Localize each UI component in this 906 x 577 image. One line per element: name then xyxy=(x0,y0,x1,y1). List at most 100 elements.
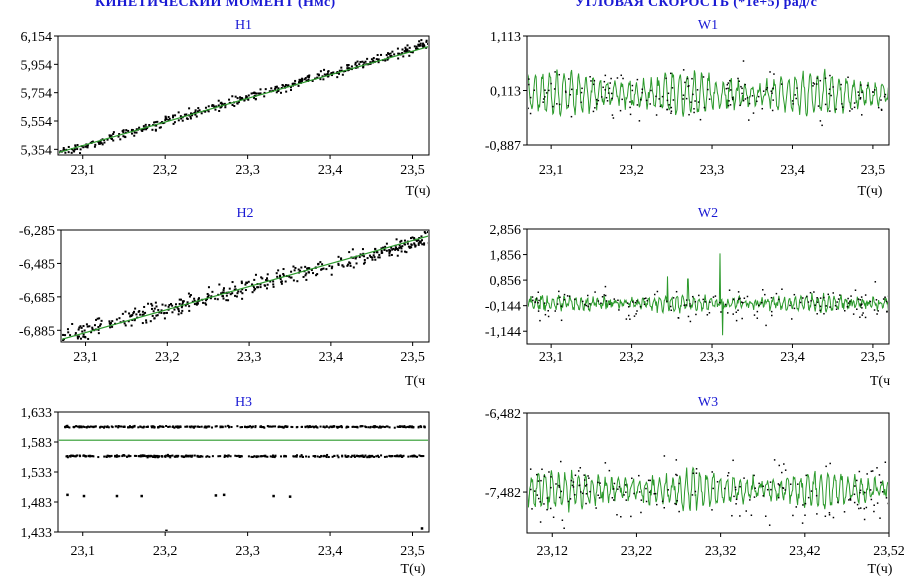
data-point xyxy=(74,332,77,335)
data-point xyxy=(340,426,343,429)
data-point xyxy=(758,482,760,485)
data-point xyxy=(72,149,75,152)
data-point xyxy=(421,243,424,246)
data-point xyxy=(737,309,739,311)
data-point xyxy=(649,479,651,482)
data-point xyxy=(857,298,860,300)
data-point xyxy=(374,248,377,251)
data-point xyxy=(610,77,612,80)
data-point xyxy=(825,305,827,307)
x-tick-label: 23,3 xyxy=(235,163,260,178)
data-point xyxy=(336,71,339,74)
data-point xyxy=(861,114,863,116)
data-point xyxy=(209,297,212,300)
data-point xyxy=(151,128,154,131)
data-point xyxy=(133,134,136,137)
data-point xyxy=(835,308,838,310)
plot-frame xyxy=(526,35,890,146)
data-point xyxy=(210,295,213,298)
data-point xyxy=(309,425,312,428)
data-point xyxy=(543,503,545,505)
data-point xyxy=(272,425,275,428)
data-point xyxy=(686,77,689,80)
data-point xyxy=(735,319,738,322)
data-point xyxy=(561,519,564,521)
data-point xyxy=(266,425,269,428)
data-point xyxy=(665,77,667,80)
data-point xyxy=(214,494,218,497)
y-tick-label: 5,754 xyxy=(21,87,53,102)
data-point xyxy=(873,309,876,311)
data-point xyxy=(887,502,888,505)
data-point xyxy=(63,148,66,151)
data-point xyxy=(221,291,224,294)
data-point xyxy=(632,301,634,303)
data-point xyxy=(859,98,862,100)
data-point xyxy=(177,454,180,457)
data-point xyxy=(588,477,590,479)
data-point xyxy=(98,142,101,145)
data-point xyxy=(692,472,695,475)
data-point xyxy=(316,426,319,429)
data-point xyxy=(556,303,559,305)
data-point xyxy=(175,303,178,306)
data-point xyxy=(618,486,621,488)
data-point xyxy=(165,425,168,428)
data-point xyxy=(372,57,375,60)
data-point xyxy=(172,114,175,117)
data-point xyxy=(388,252,391,255)
data-point xyxy=(550,82,552,85)
data-point xyxy=(259,88,262,91)
data-point xyxy=(260,426,263,429)
data-point xyxy=(875,299,878,301)
data-point xyxy=(266,273,269,276)
data-point xyxy=(305,455,308,458)
data-point xyxy=(684,81,686,84)
data-point xyxy=(878,474,881,476)
data-point xyxy=(799,301,802,304)
data-point xyxy=(274,87,277,90)
data-point xyxy=(346,67,349,70)
data-point xyxy=(380,251,383,254)
data-point xyxy=(261,277,264,280)
y-tick-label: -6,285 xyxy=(19,224,55,239)
plot-frame xyxy=(526,412,890,534)
data-point xyxy=(207,286,210,289)
data-point xyxy=(735,498,738,501)
data-point xyxy=(612,117,615,119)
data-point xyxy=(122,135,125,138)
data-point xyxy=(797,483,799,485)
data-point xyxy=(693,108,695,110)
data-point xyxy=(848,499,850,501)
data-point xyxy=(397,52,400,55)
data-point xyxy=(795,506,798,508)
data-point xyxy=(775,292,778,295)
data-point xyxy=(177,111,180,114)
data-point xyxy=(683,304,685,307)
data-point xyxy=(782,487,785,489)
data-point xyxy=(366,257,369,260)
data-point xyxy=(734,488,737,491)
data-point xyxy=(658,98,660,100)
data-point xyxy=(292,455,295,458)
series-line xyxy=(528,253,888,336)
data-point xyxy=(597,481,599,484)
y-tick-label: 1,483 xyxy=(21,496,53,511)
data-point xyxy=(804,502,807,505)
data-point xyxy=(167,455,170,458)
data-point xyxy=(639,305,642,308)
data-point xyxy=(235,455,238,458)
data-point xyxy=(847,76,849,79)
data-point xyxy=(347,455,350,458)
data-point xyxy=(423,425,426,428)
data-point xyxy=(621,98,623,101)
data-point xyxy=(211,290,214,293)
data-point xyxy=(731,96,734,99)
data-point xyxy=(298,81,301,84)
data-point xyxy=(353,455,356,458)
data-point xyxy=(884,296,886,298)
data-point xyxy=(857,91,859,93)
data-point xyxy=(336,76,339,79)
data-point xyxy=(280,281,283,284)
data-point xyxy=(194,109,197,112)
